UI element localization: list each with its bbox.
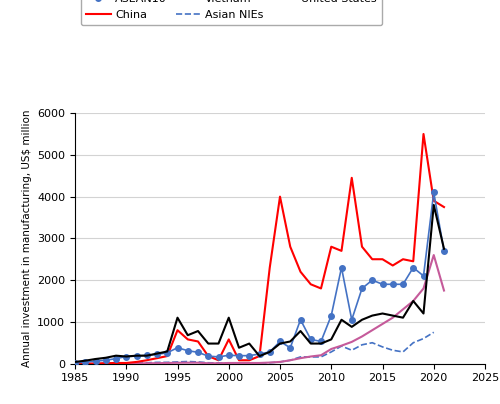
Y-axis label: Annual investment in manufacturing, US$ million: Annual investment in manufacturing, US$ …: [22, 109, 32, 367]
Legend: ASEAN10, China, Vietnam, Asian NIEs, United States: ASEAN10, China, Vietnam, Asian NIEs, Uni…: [80, 0, 382, 25]
